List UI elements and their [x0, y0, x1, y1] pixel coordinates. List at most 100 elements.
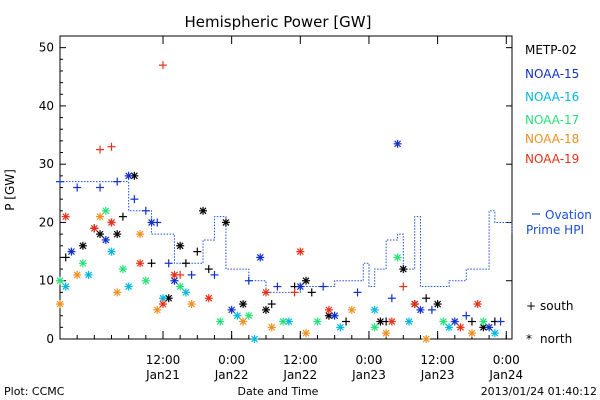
north-data-point	[176, 282, 185, 291]
north-data-point	[399, 265, 408, 274]
point-stroke-d2	[279, 318, 287, 325]
point-stroke-d2	[325, 312, 333, 320]
chart-title: Hemispheric Power [GW]	[185, 13, 372, 31]
north-data-point	[490, 329, 499, 338]
south-data-point	[113, 177, 122, 186]
point-stroke-d2	[125, 283, 133, 290]
north-data-point	[296, 247, 305, 256]
point-stroke-d2	[56, 300, 64, 308]
north-data-point	[101, 235, 110, 244]
north-data-point	[204, 294, 213, 303]
north-data-point	[113, 230, 122, 239]
north-marker-legend-symbol: *	[526, 332, 532, 346]
point-stroke-d2	[136, 259, 144, 267]
point-stroke-d2	[296, 248, 304, 256]
ovation-hpi-layer	[60, 181, 513, 293]
x-tick-label-time: 0:00	[355, 353, 382, 367]
north-data-point	[393, 139, 402, 148]
ovation-legend-label-line1: Ovation	[545, 208, 592, 222]
north-data-point	[347, 305, 356, 314]
footer-plot-credit: Plot: CCMC	[4, 385, 65, 398]
x-tick-label-time: 0:00	[218, 353, 245, 367]
south-data-point	[467, 317, 476, 326]
north-data-point	[67, 247, 76, 256]
point-stroke-d2	[439, 318, 447, 325]
point-stroke-d2	[485, 323, 493, 331]
data-points-layer	[56, 61, 505, 343]
point-stroke-d2	[233, 312, 241, 320]
north-data-point	[473, 300, 482, 309]
point-stroke-d2	[445, 323, 453, 331]
north-data-point	[216, 317, 225, 326]
point-stroke-d2	[491, 329, 499, 337]
point-stroke-d2	[457, 323, 464, 331]
south-data-point	[181, 259, 190, 268]
north-data-point	[124, 282, 133, 291]
south-data-point	[422, 294, 431, 303]
point-stroke-d2	[314, 318, 321, 325]
point-stroke-d2	[382, 329, 390, 337]
y-tick-label: 20	[39, 215, 54, 229]
south-data-point	[164, 259, 173, 268]
north-data-point	[90, 224, 99, 233]
point-stroke-d2	[405, 318, 413, 325]
x-tick-label-date: Jan22	[282, 368, 317, 382]
y-tick-label: 40	[39, 99, 54, 113]
point-stroke-d2	[96, 213, 104, 221]
legend-item-noaa-15: NOAA-15	[525, 67, 579, 81]
north-data-point	[485, 323, 494, 332]
point-stroke-d2	[468, 329, 476, 337]
point-stroke-d2	[199, 207, 207, 215]
point-stroke-d2	[336, 323, 344, 331]
point-stroke-d2	[205, 294, 213, 302]
south-data-point	[462, 311, 471, 320]
point-stroke-d2	[348, 306, 356, 314]
north-data-point	[176, 241, 185, 250]
south-data-point	[427, 305, 436, 314]
point-stroke-d2	[108, 248, 115, 256]
south-data-point	[130, 195, 139, 204]
south-data-point	[73, 183, 82, 192]
point-stroke-d2	[411, 300, 419, 308]
north-data-point	[330, 311, 339, 320]
point-stroke-d2	[165, 294, 173, 302]
point-stroke-d2	[113, 230, 121, 238]
point-stroke-d2	[79, 242, 87, 250]
legend-item-noaa-16: NOAA-16	[525, 90, 579, 104]
point-stroke-d2	[176, 242, 184, 250]
point-stroke-d2	[371, 306, 379, 314]
south-data-point	[353, 288, 362, 297]
x-tick-label-date: Jan22	[214, 368, 249, 382]
north-data-point	[370, 305, 379, 314]
north-data-point	[107, 247, 116, 256]
north-data-point	[239, 317, 248, 326]
south-data-point	[96, 145, 105, 154]
x-tick-label-date: Jan21	[145, 368, 180, 382]
south-data-point	[399, 282, 408, 291]
point-stroke-d2	[302, 329, 310, 337]
south-data-point	[96, 183, 105, 192]
legend-item-metp-02: METP-02	[525, 43, 577, 57]
north-data-point	[479, 317, 488, 326]
y-axis-label: P [GW]	[3, 169, 17, 211]
north-data-point	[170, 270, 179, 279]
point-stroke-d2	[474, 300, 482, 308]
north-data-point	[296, 282, 305, 291]
north-data-point	[445, 323, 454, 332]
north-data-point	[96, 212, 105, 221]
south-data-point	[210, 270, 219, 279]
north-data-point	[221, 218, 230, 227]
point-stroke-d2	[285, 318, 293, 325]
north-data-point	[73, 270, 82, 279]
south-data-point	[107, 142, 116, 151]
north-data-point	[267, 323, 276, 332]
north-data-point	[250, 335, 259, 343]
south-data-point	[204, 265, 213, 274]
south-data-point	[158, 61, 167, 70]
point-stroke-d2	[239, 318, 247, 325]
south-data-point	[56, 177, 64, 186]
north-data-point	[233, 311, 242, 320]
point-stroke-d2	[153, 306, 161, 314]
north-data-point	[405, 317, 414, 326]
point-stroke-d2	[399, 265, 407, 273]
